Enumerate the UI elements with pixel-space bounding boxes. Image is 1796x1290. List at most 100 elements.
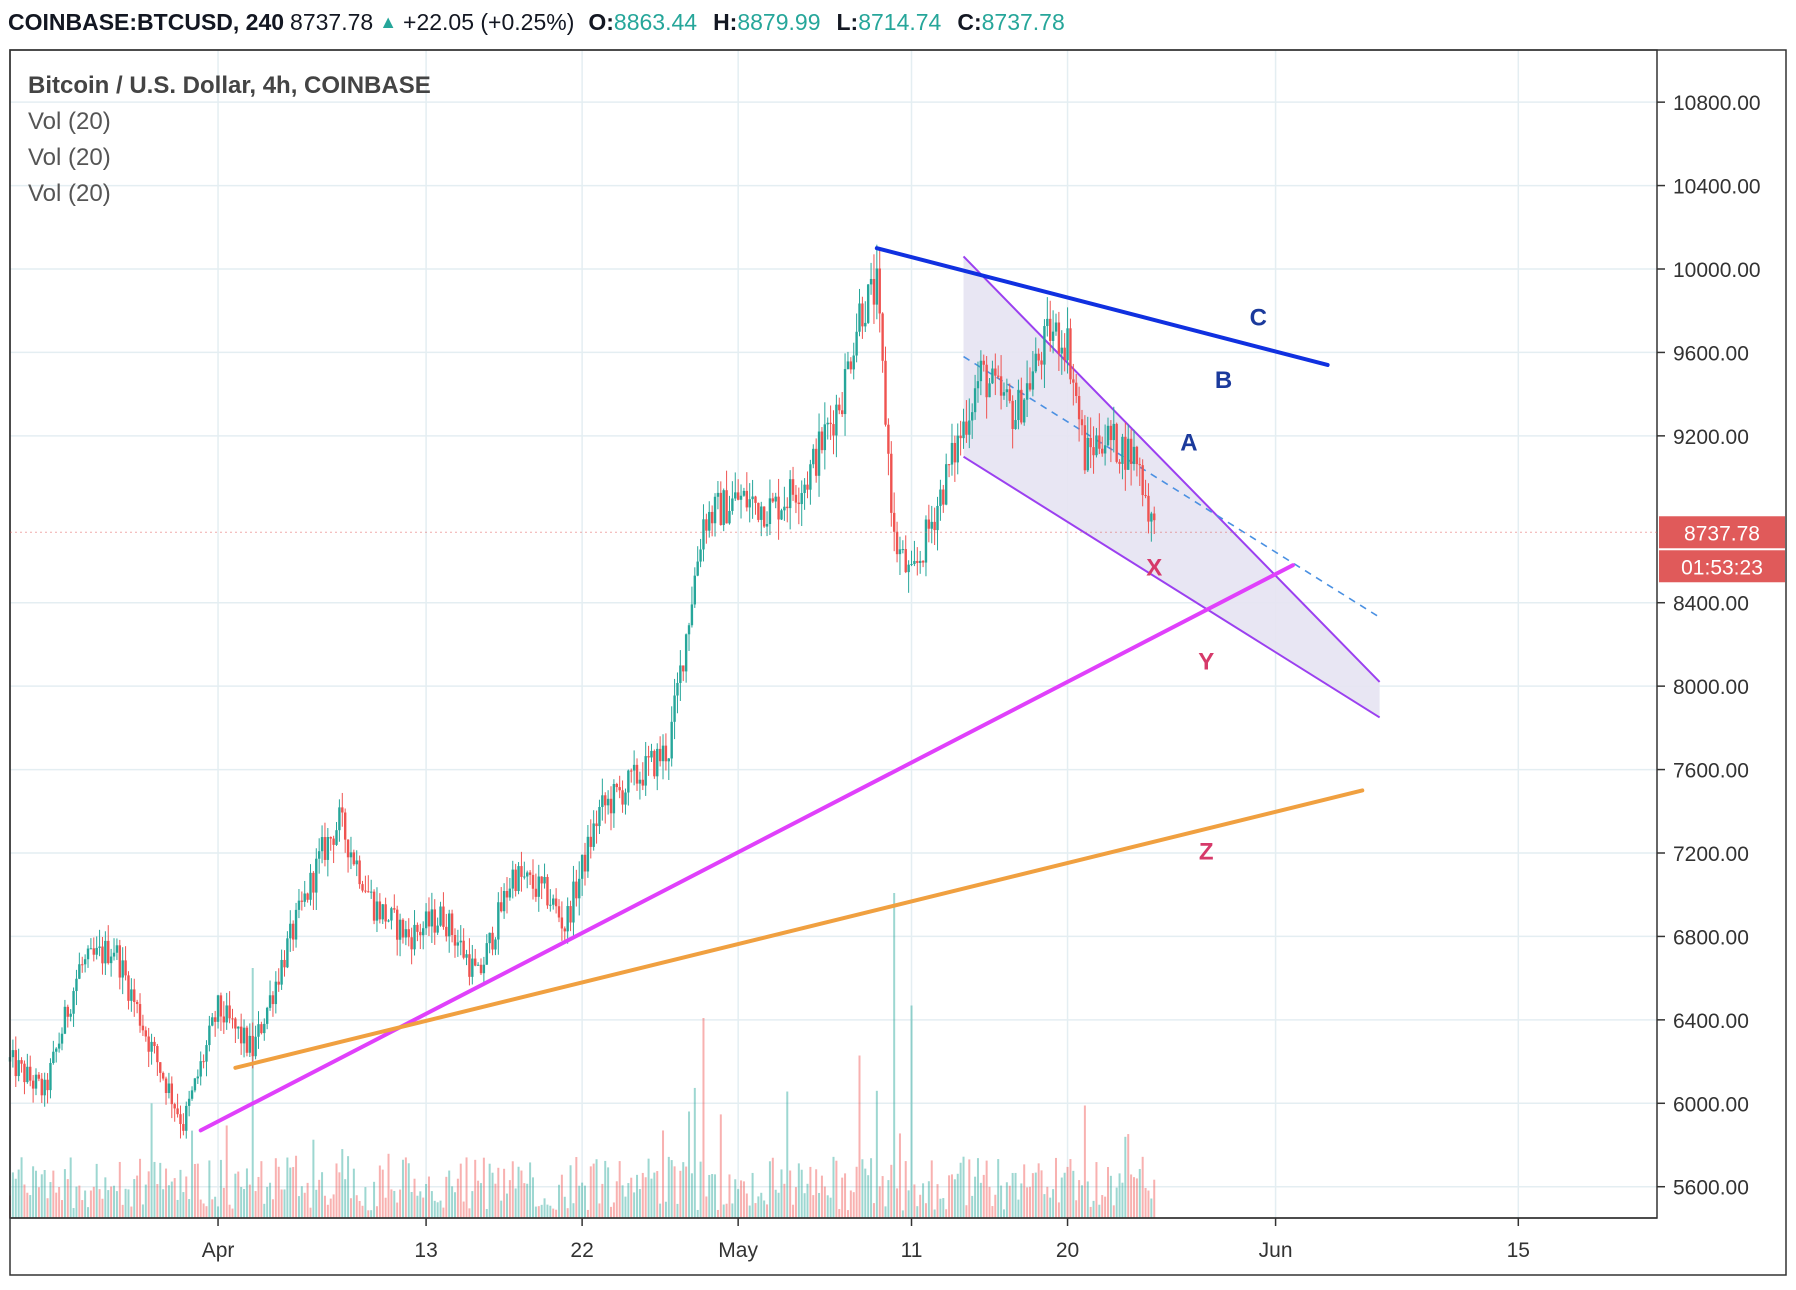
candle-body (630, 770, 633, 772)
volume-bar (731, 1203, 734, 1218)
candle-body (26, 1066, 29, 1083)
volume-study-label[interactable]: Vol (20) (28, 108, 111, 135)
volume-bar (534, 1206, 537, 1218)
candle-body (716, 492, 720, 497)
candle-body (950, 442, 954, 465)
volume-bar (722, 1204, 725, 1218)
volume-bar (263, 1203, 266, 1218)
volume-bar (589, 1166, 592, 1218)
candle-body (618, 787, 621, 791)
volume-bar (800, 1169, 803, 1218)
volume-bar (572, 1203, 575, 1218)
volume-bar (711, 1173, 714, 1218)
volume-bar (1014, 1172, 1017, 1218)
candle-body (127, 975, 130, 1001)
candle-body (592, 823, 595, 847)
candle-body (1063, 347, 1066, 361)
volume-bar (523, 1183, 526, 1218)
volume-bar (702, 1018, 705, 1218)
candle-body (890, 453, 893, 513)
candle-body (482, 964, 486, 974)
candle-body (872, 278, 876, 305)
candle-body (179, 1114, 182, 1125)
volume-study-label[interactable]: Vol (20) (28, 180, 111, 207)
volume-study-label[interactable]: Vol (20) (28, 144, 111, 171)
volume-bar (364, 1187, 367, 1218)
candle-body (968, 420, 971, 435)
candle-body (390, 908, 393, 921)
candle-body (892, 512, 896, 532)
candle-body (485, 943, 488, 965)
volume-bar (693, 1087, 696, 1218)
candle-body (306, 893, 309, 900)
candle-body (271, 995, 275, 1005)
volume-bar (670, 1160, 673, 1218)
volume-bar (401, 1159, 404, 1218)
candle-body (1132, 446, 1136, 464)
volume-bar (771, 1157, 774, 1218)
candle-body (1028, 383, 1032, 390)
volume-bars (9, 893, 1156, 1218)
candle-body (1008, 389, 1011, 401)
candle-body (1086, 437, 1089, 471)
volume-bar (520, 1170, 523, 1218)
candle-body (225, 1005, 228, 1023)
candle-body (656, 748, 659, 777)
volume-bar (211, 1199, 214, 1218)
candle-body (81, 964, 84, 966)
volume-bar (130, 1206, 133, 1218)
volume-bar (297, 1196, 300, 1218)
volume-bar (737, 1189, 740, 1218)
candle-body (797, 502, 801, 505)
volume-bar (1066, 1166, 1069, 1218)
volume-bar (508, 1180, 511, 1218)
candle-body (346, 839, 350, 858)
candle-body (211, 1017, 214, 1026)
candlesticks (8, 244, 1156, 1139)
volume-bar (1101, 1195, 1104, 1218)
volume-bar (959, 1162, 962, 1218)
candle-body (549, 904, 552, 906)
candle-body (367, 891, 370, 893)
candle-body (341, 807, 344, 813)
candle-body (182, 1124, 185, 1131)
volume-bar (1095, 1162, 1098, 1218)
volume-bar (849, 1190, 852, 1218)
volume-bar (766, 1204, 769, 1218)
symbol-name[interactable]: COINBASE:BTCUSD, 240 (8, 8, 285, 35)
volume-bar (248, 1184, 251, 1218)
volume-bar (1127, 1134, 1130, 1218)
candle-body (739, 495, 743, 500)
candle-body (173, 1104, 176, 1109)
candle-body (46, 1079, 49, 1091)
candle-body (693, 575, 697, 605)
candle-body (838, 404, 841, 411)
candle-body (69, 1013, 72, 1017)
candle-body (884, 360, 887, 425)
wave-label-c: C (1250, 304, 1267, 331)
candle-body (474, 958, 477, 966)
volume-bar (300, 1186, 303, 1218)
volume-bar (104, 1177, 107, 1218)
candle-body (552, 898, 555, 905)
candle-body (332, 838, 335, 845)
candle-body (768, 498, 772, 525)
volume-bar (191, 1130, 194, 1218)
candle-body (722, 490, 725, 525)
volume-bar (1109, 1175, 1112, 1218)
candle-body (1031, 371, 1035, 390)
candle-body (419, 931, 422, 936)
volume-bar (150, 1103, 153, 1218)
candle-body (231, 1018, 234, 1020)
candle-body (187, 1098, 191, 1106)
volume-bar (1028, 1186, 1031, 1218)
candle-body (216, 995, 220, 1022)
volume-bar (182, 1192, 185, 1218)
candle-body (864, 322, 867, 327)
volume-bar (462, 1201, 465, 1218)
volume-bar (887, 1180, 890, 1218)
volume-bar (898, 1133, 901, 1218)
volume-bar (1034, 1172, 1037, 1218)
candle-body (728, 510, 731, 524)
